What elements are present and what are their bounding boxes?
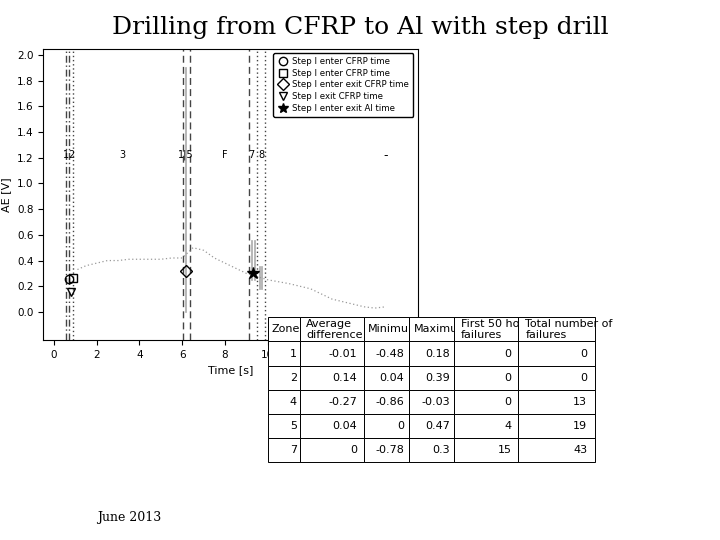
Text: Drilling from CFRP to Al with step drill: Drilling from CFRP to Al with step drill	[112, 16, 608, 39]
Text: June 2013: June 2013	[97, 511, 162, 524]
Legend: Step I enter CFRP time, Step I enter CFRP time, Step I enter exit CFRP time, Ste: Step I enter CFRP time, Step I enter CFR…	[273, 53, 413, 117]
Text: F: F	[222, 150, 228, 160]
Text: 8: 8	[258, 150, 264, 160]
Text: 1: 1	[63, 150, 68, 160]
Text: 1|5: 1|5	[178, 150, 194, 160]
Text: -: -	[383, 148, 388, 161]
X-axis label: Time [s]: Time [s]	[207, 366, 253, 375]
Text: 3: 3	[120, 150, 125, 160]
Y-axis label: AE [V]: AE [V]	[1, 177, 12, 212]
Text: 7: 7	[248, 150, 255, 160]
Text: 2: 2	[68, 150, 74, 160]
